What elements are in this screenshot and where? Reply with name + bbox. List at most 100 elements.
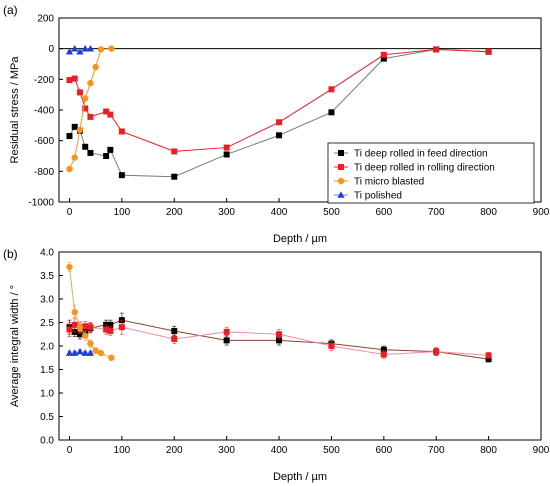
data-point	[76, 324, 84, 331]
y-tick-label: 0	[48, 44, 54, 55]
data-point	[485, 48, 492, 55]
x-tick-label: 900	[533, 445, 550, 456]
x-tick-label: 200	[166, 445, 183, 456]
data-point	[276, 132, 283, 139]
panel-b: (b) 0 100 200 300 400 500 600 700 800 900 0.0 0.5 1.0…	[3, 247, 550, 483]
data-point	[328, 86, 335, 93]
data-point	[66, 77, 73, 84]
data-point	[82, 323, 89, 330]
data-point	[66, 133, 73, 140]
y-tick-label: 3.0	[40, 295, 54, 306]
data-point	[65, 47, 74, 55]
data-point	[223, 151, 230, 158]
data-point	[65, 349, 74, 356]
data-point	[108, 354, 115, 361]
x-tick-label: 500	[323, 445, 340, 456]
data-point	[380, 351, 387, 358]
data-point	[276, 331, 283, 338]
data-point	[223, 337, 230, 344]
data-point	[66, 263, 73, 271]
data-point	[87, 113, 94, 120]
y-tick-label: -800	[34, 167, 54, 178]
data-point	[71, 123, 78, 130]
data-point	[71, 308, 78, 316]
data-point	[97, 349, 105, 357]
x-tick-label: 900	[533, 207, 550, 218]
data-point	[485, 356, 492, 363]
data-point	[87, 340, 94, 347]
data-point	[171, 173, 178, 180]
y-tick-label: -600	[34, 136, 54, 147]
data-point	[76, 347, 84, 355]
data-point	[108, 45, 115, 52]
panel-a: (a) 0 100 200 300 400 500 600 700 800 900 -1000 -800…	[3, 3, 550, 245]
data-point	[107, 111, 114, 118]
data-point	[97, 46, 105, 53]
data-point	[171, 335, 178, 342]
data-point	[87, 149, 94, 156]
data-point	[82, 143, 89, 150]
data-point	[107, 146, 114, 153]
y-tick-label: 200	[37, 14, 54, 25]
data-point	[223, 328, 230, 335]
x-tick-label: 300	[218, 207, 235, 218]
data-point	[433, 348, 440, 355]
y-tick-label: 3.5	[40, 271, 54, 282]
data-point	[223, 144, 230, 151]
data-point	[328, 109, 335, 116]
legend-entry: Ti polished	[354, 191, 402, 202]
x-tick-label: 800	[480, 445, 497, 456]
data-point	[107, 321, 114, 328]
data-point	[328, 343, 335, 349]
x-tick-label: 200	[166, 207, 183, 218]
x-tick-label: 700	[428, 445, 445, 456]
data-point	[81, 95, 89, 102]
x-axis-label: Depth / µm	[273, 471, 327, 483]
y-tick-label: 1.0	[40, 389, 54, 400]
y-tick-label: -1000	[28, 198, 54, 209]
y-tick-label: 1.5	[40, 365, 54, 376]
y-axis-label: Average integral width / °	[9, 285, 21, 407]
legend-box	[327, 142, 535, 204]
y-tick-label: 0.5	[40, 412, 54, 423]
legend-marker	[337, 191, 345, 198]
legend: Ti deep rolled in feed direction Ti deep …	[327, 142, 535, 204]
data-point	[86, 349, 95, 356]
legend-entry: Ti deep rolled in feed direction	[354, 149, 488, 160]
x-tick-label: 100	[114, 445, 131, 456]
data-point	[380, 55, 387, 62]
data-point	[103, 108, 110, 115]
data-point	[276, 337, 283, 344]
x-tick-label: 600	[375, 207, 392, 218]
data-point	[433, 46, 440, 53]
data-point	[66, 165, 73, 173]
data-point	[485, 352, 492, 359]
legend-marker	[337, 177, 345, 185]
y-tick-label: 4.0	[40, 248, 54, 259]
data-point	[76, 47, 84, 55]
x-tick-label: 700	[428, 207, 445, 218]
y-tick-label: -200	[34, 75, 54, 86]
x-tick-label: 400	[271, 445, 288, 456]
plot-frame	[58, 251, 542, 441]
x-tick-label: 300	[218, 445, 235, 456]
x-tick-label: 0	[67, 207, 73, 218]
y-tick-label: 2.0	[40, 342, 54, 353]
data-point	[171, 327, 178, 334]
data-point	[82, 105, 89, 112]
data-point	[71, 75, 78, 82]
data-point	[107, 327, 114, 334]
y-tick-label: 2.5	[40, 318, 54, 329]
data-point	[118, 172, 125, 179]
data-point	[87, 79, 94, 87]
data-point	[71, 321, 78, 328]
data-point	[66, 326, 73, 333]
data-point	[92, 347, 99, 354]
data-point	[76, 126, 84, 134]
y-tick-label: -400	[34, 106, 54, 117]
data-point	[81, 332, 89, 339]
data-point	[103, 326, 110, 333]
panel-label: (a)	[3, 3, 18, 17]
data-point	[380, 346, 387, 353]
